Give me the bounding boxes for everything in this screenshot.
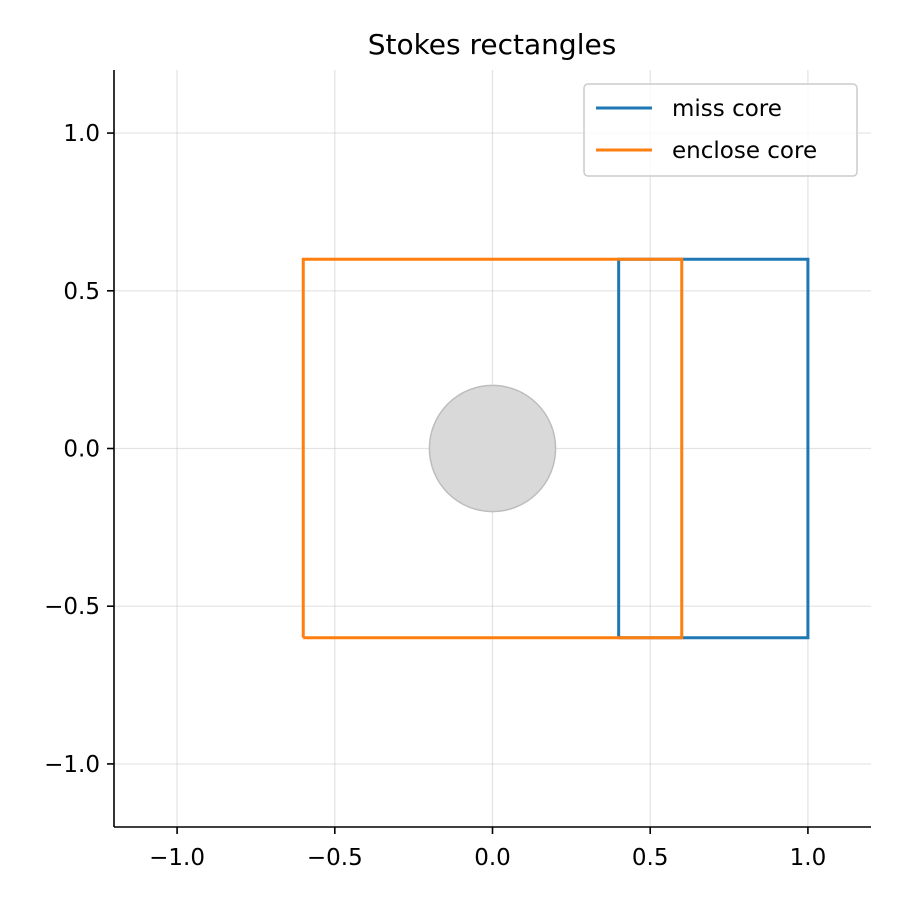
chart-title: Stokes rectangles	[368, 28, 617, 61]
series	[301, 257, 810, 640]
legend-box	[583, 83, 858, 177]
series-line-enclose-core	[301, 257, 684, 640]
x-tick-label-1-0: 1.0	[790, 845, 827, 871]
y-tick-label-minus-0-5: −0.5	[44, 594, 100, 620]
x-tick-label-minus-0-5: −0.5	[307, 845, 363, 871]
y-tick-label-0-0: 0.0	[63, 437, 100, 463]
x-tick-label-0-0: 0.0	[474, 845, 511, 871]
x-tick-label-minus-1-0: −1.0	[149, 845, 205, 871]
x-ticks: −1.0 −0.5 0.0 0.5 1.0	[149, 827, 826, 871]
y-tick-label-0-5: 0.5	[63, 279, 100, 305]
x-tick-label-0-5: 0.5	[632, 845, 669, 871]
core-region	[428, 384, 557, 513]
legend-label-miss-core: miss core	[672, 96, 782, 122]
series-line-miss-core	[617, 257, 810, 640]
y-tick-label-minus-1-0: −1.0	[44, 752, 100, 778]
core-circle	[428, 384, 557, 513]
y-tick-label-1-0: 1.0	[63, 121, 100, 147]
legend: miss core enclose core	[583, 83, 858, 177]
y-ticks: −1.0 −0.5 0.0 0.5 1.0	[44, 121, 114, 778]
legend-label-enclose-core: enclose core	[672, 138, 817, 164]
